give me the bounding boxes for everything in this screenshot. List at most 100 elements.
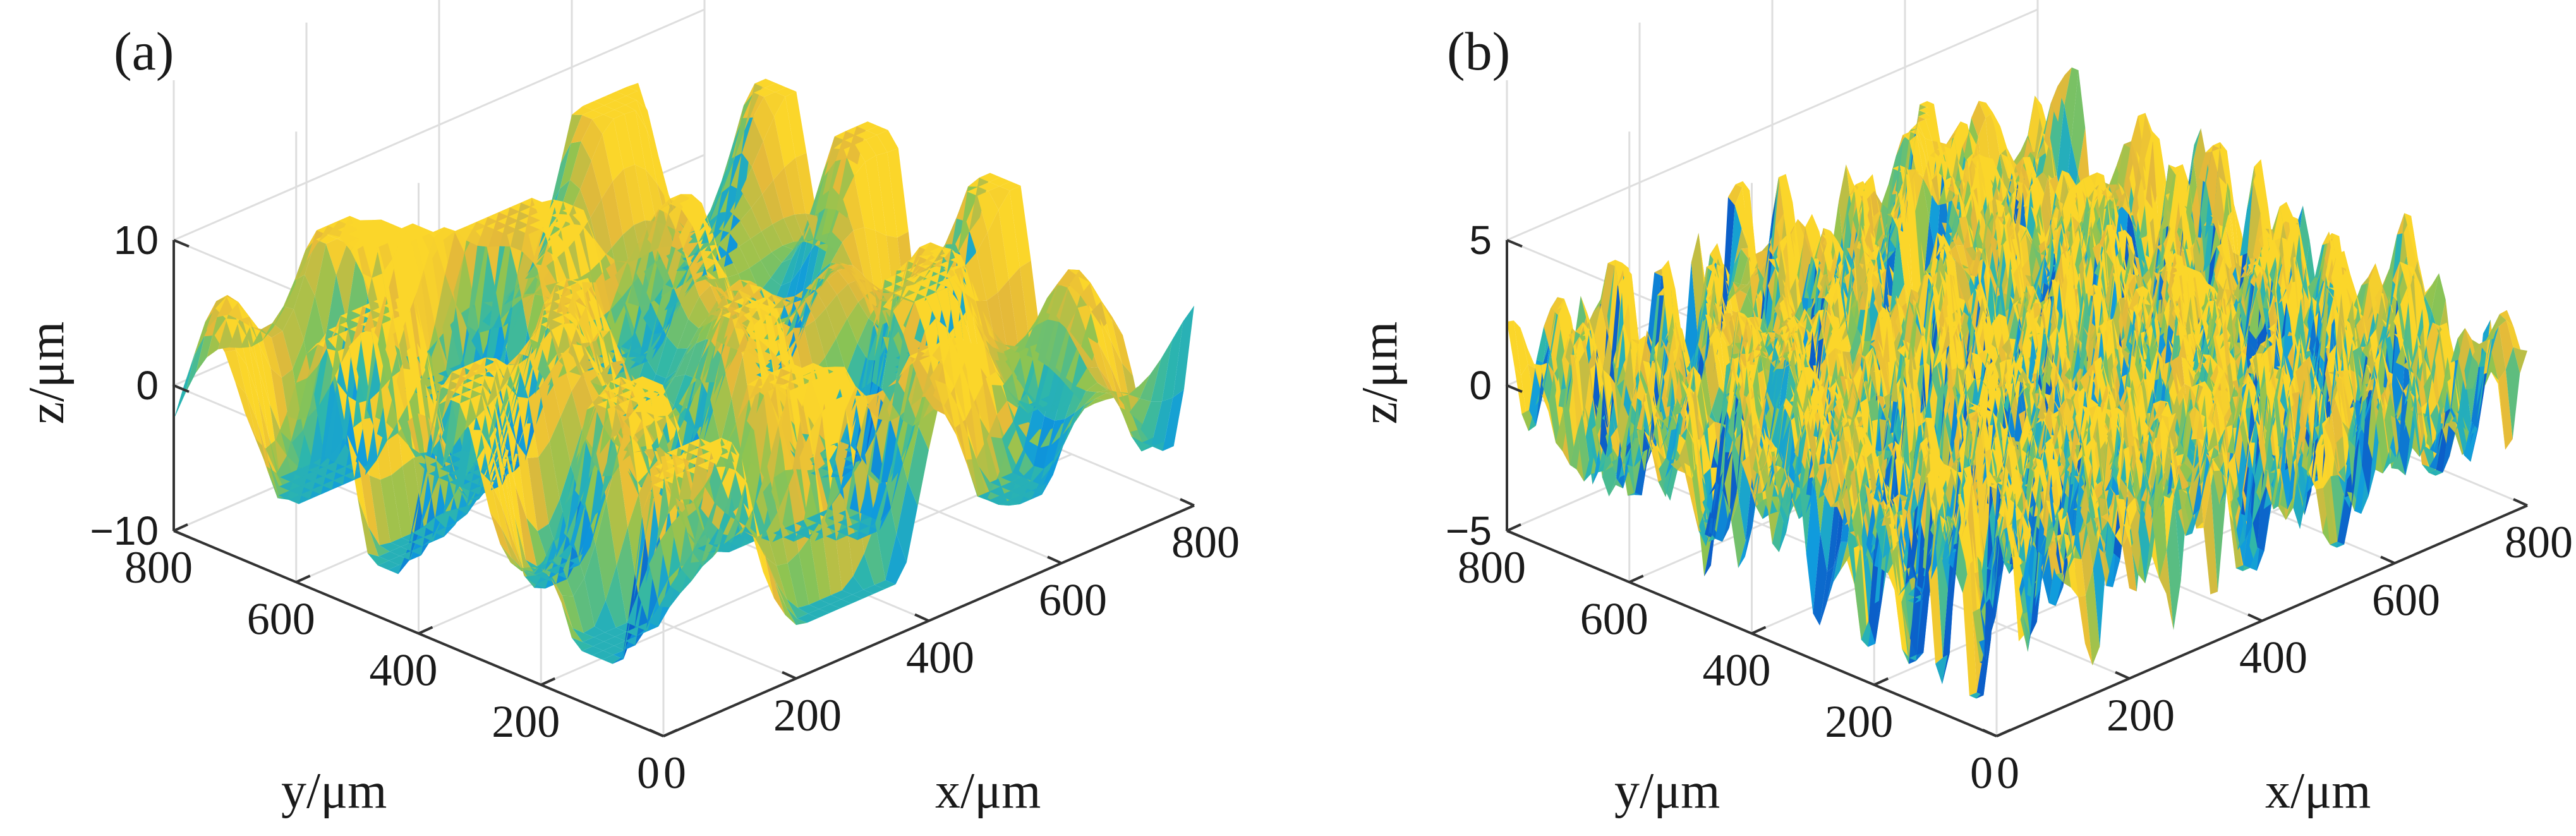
surface-patch (580, 161, 602, 218)
y-tick (418, 626, 433, 635)
surface-patch (605, 91, 627, 101)
surface-patch (924, 380, 945, 415)
surface-patch (236, 319, 258, 397)
surface-patch (689, 250, 711, 297)
surface-patch (293, 274, 315, 341)
surface-patch (869, 508, 891, 531)
y-tick (295, 574, 311, 584)
surface-patch (510, 562, 532, 573)
surface-patch (666, 348, 687, 379)
surface-patch (1570, 354, 1585, 432)
x-tick (649, 729, 664, 737)
surface-patch (1001, 473, 1023, 482)
surface-patch (773, 167, 795, 219)
surface-patch (656, 336, 677, 379)
surface-patch (561, 602, 583, 642)
surface-patch (650, 456, 672, 542)
surface-patch (741, 167, 763, 208)
surface-patch (584, 543, 606, 627)
surface-patch (248, 338, 269, 437)
surface-patch (998, 279, 1019, 354)
surface-patch (248, 320, 270, 405)
surface-patch (492, 422, 514, 533)
surface-patch (770, 258, 792, 286)
surface-patch (524, 575, 545, 589)
surface-patch (902, 418, 923, 468)
surface-patch (560, 141, 581, 189)
surface-patch (1601, 260, 1616, 337)
surface-patch (740, 208, 762, 239)
y-tick (173, 523, 188, 532)
surface-patch (717, 253, 739, 277)
surface-patch (635, 110, 657, 183)
surface-patch (826, 270, 849, 295)
surface-patch (325, 239, 348, 275)
surface-patch (847, 302, 869, 344)
surface-patch (477, 212, 499, 247)
surface-patch (710, 355, 732, 443)
surface-patch (378, 551, 400, 561)
surface-patch (531, 310, 553, 339)
surface-patch (1631, 336, 1645, 344)
surface-patch (930, 242, 952, 250)
surface-patch (677, 319, 699, 349)
z-tick (173, 530, 190, 538)
surface-patch (576, 396, 598, 466)
surface-patch (765, 83, 787, 92)
surface-patch (804, 320, 825, 371)
surface-patch (797, 604, 819, 614)
surface-patch (627, 83, 649, 116)
surface-patch (549, 416, 571, 500)
surface-patch (782, 322, 803, 376)
surface-patch (593, 105, 615, 115)
surface-patch (866, 135, 888, 155)
surface-patch (893, 297, 915, 335)
surface-patch (740, 281, 761, 296)
surface-patch (790, 249, 812, 317)
surface-patch (977, 191, 999, 233)
surface-patch (754, 78, 776, 88)
surface-patch (785, 91, 807, 158)
surface-patch (842, 230, 864, 275)
panel-b-surface (1507, 67, 2527, 699)
surface-patch (488, 207, 510, 247)
surface-patch (504, 467, 525, 577)
surface-patch (909, 242, 931, 274)
surface-patch (261, 323, 283, 338)
surface-patch (369, 475, 391, 545)
z-tick-label: −10 (90, 508, 159, 554)
surface-patch (814, 308, 837, 358)
surface-patch (563, 544, 584, 597)
surface-patch (381, 219, 403, 259)
surface-patch (824, 131, 846, 177)
surface-patch (936, 287, 958, 354)
surface-patch (184, 330, 207, 395)
surface-patch (903, 301, 925, 367)
y-tick-label: 600 (247, 593, 315, 644)
surface-patch (747, 346, 768, 377)
surface-patch (624, 110, 646, 170)
x-tick-label: 0 (663, 748, 686, 798)
surface-patch (842, 576, 864, 595)
surface-patch (572, 627, 594, 642)
surface-patch (603, 645, 625, 655)
surface-patch (1101, 300, 1122, 363)
surface-patch (843, 176, 864, 231)
surface-patch (978, 182, 1000, 191)
surface-patch (764, 92, 785, 118)
surface-patch (1507, 320, 1521, 376)
surface-patch (875, 485, 897, 580)
panel-a-surface (174, 78, 1194, 664)
surface-patch (551, 578, 572, 628)
surface-patch (1111, 320, 1134, 376)
surface-patch (671, 209, 692, 251)
x-tick (782, 670, 797, 680)
surface-patch (674, 343, 696, 377)
panel-a: (a) x/μm y/μm z/μm 020040060080002004006… (19, 0, 1240, 819)
surface-patch (615, 95, 637, 105)
surface-patch (602, 119, 624, 181)
surface-patch (1004, 335, 1026, 352)
surface-patch (490, 512, 512, 558)
surface-patch (430, 372, 452, 457)
surface-patch (389, 547, 411, 556)
